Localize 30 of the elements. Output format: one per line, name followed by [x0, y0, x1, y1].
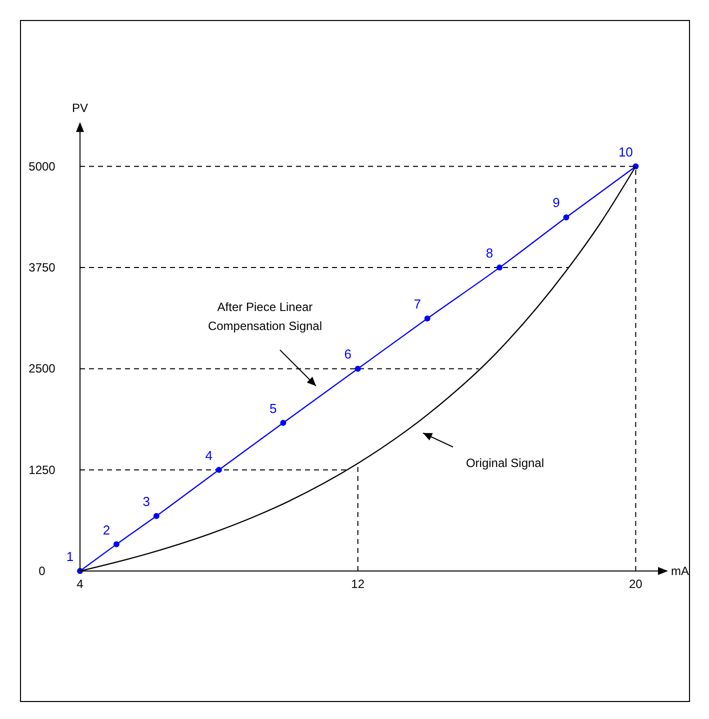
annotation: After Piece Linear Compensation Signal	[208, 300, 322, 333]
point	[563, 214, 570, 220]
annotation: Original Signal	[466, 456, 544, 470]
annotation: 1	[66, 549, 74, 564]
annotation: 3	[142, 494, 150, 509]
y-tick-label: 3750	[28, 260, 56, 275]
point	[354, 366, 361, 372]
point	[113, 541, 120, 548]
annotation: 4	[205, 448, 213, 463]
annotation: 8	[486, 246, 494, 261]
y-tick-label: 5000	[28, 159, 56, 174]
annotation: 7	[414, 296, 421, 312]
annotation: 2	[102, 522, 110, 538]
annotation: 5	[270, 401, 277, 416]
annotation: 9	[552, 195, 560, 210]
y-axis-title: PV	[72, 101, 88, 115]
point	[424, 316, 430, 322]
annotation: 6	[344, 346, 352, 362]
y-tick-label: 0	[38, 564, 46, 578]
point	[216, 466, 222, 473]
y-tick-label: 1250	[28, 462, 56, 477]
annotation: 10	[618, 144, 633, 160]
x-tick-label: 12	[351, 577, 365, 591]
point	[280, 420, 286, 426]
point	[496, 264, 503, 271]
y-tick-label: 2500	[28, 362, 56, 376]
x-axis-title: mA	[671, 564, 689, 578]
x-tick-label: 4	[76, 577, 84, 591]
x-tick-label: 20	[629, 577, 643, 591]
point	[153, 512, 160, 519]
